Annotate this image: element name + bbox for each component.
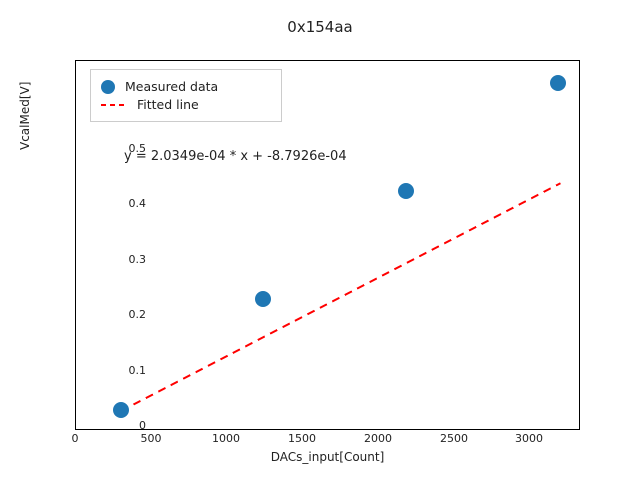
x-tick-label: 500 (141, 432, 162, 445)
y-tick-label: 0.4 (116, 197, 146, 210)
x-axis-title: DACs_input[Count] (75, 450, 580, 464)
chart-container: 0x154aa 0 0.1 0.2 0.3 0.4 0.5 0.6 y = 2.… (0, 0, 640, 480)
equation-label: y = 2.0349e-04 * x + -8.7926e-04 (124, 149, 347, 164)
x-tick-label: 1000 (212, 432, 240, 445)
y-axis-title: VcalMed[V] (18, 82, 32, 150)
x-tick-label: 1500 (288, 432, 316, 445)
legend-marker-fitted-line (101, 104, 127, 106)
x-tick-label: 2000 (364, 432, 392, 445)
y-tick-label: 0.1 (116, 364, 146, 377)
y-tick-label: 0.2 (116, 308, 146, 321)
y-tick-label: 0.3 (116, 253, 146, 266)
x-tick-label: 3000 (515, 432, 543, 445)
legend-item-fit[interactable]: Fitted line (101, 97, 271, 112)
data-point-3[interactable] (398, 183, 414, 199)
x-tick-label: 2500 (440, 432, 468, 445)
legend-label-measured-data: Measured data (125, 79, 218, 94)
y-tick-label: 0 (116, 419, 146, 432)
data-point-2[interactable] (255, 291, 271, 307)
data-point-1[interactable] (113, 402, 129, 418)
chart-title: 0x154aa (0, 18, 640, 36)
x-tick-label: 0 (72, 432, 79, 445)
legend-item-data[interactable]: Measured data (101, 79, 271, 94)
data-point-4[interactable] (550, 75, 566, 91)
plot-area: 0 0.1 0.2 0.3 0.4 0.5 0.6 y = 2.0349e-04… (75, 60, 580, 430)
fitted-line (121, 182, 561, 412)
legend-marker-measured-data (101, 80, 115, 94)
chart-legend[interactable]: Measured data Fitted line (90, 69, 282, 122)
legend-label-fitted-line: Fitted line (137, 97, 199, 112)
